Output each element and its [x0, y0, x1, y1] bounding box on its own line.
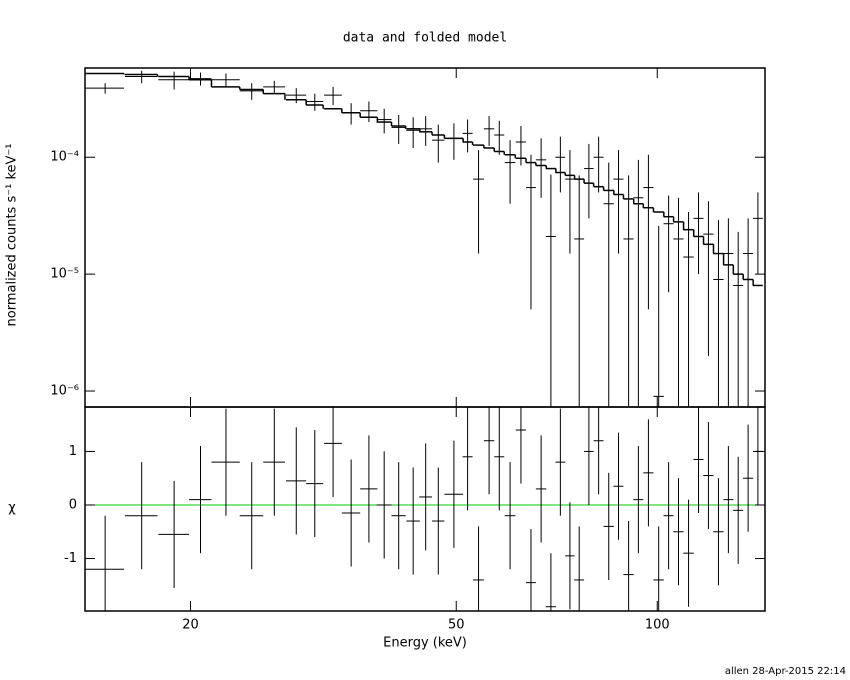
x-tick-label: 50: [448, 618, 465, 633]
y-tick-label: 10⁻⁶: [50, 384, 79, 399]
residual-y-tick-label: 1: [69, 444, 77, 459]
x-tick-label: 20: [182, 618, 199, 633]
residual-y-tick-label: 0: [69, 497, 77, 512]
axes: 20 50 100 10⁻⁶ 10⁻⁵ 10⁻⁴ -1 0 1: [50, 68, 765, 633]
chart-title: data and folded model: [343, 31, 507, 46]
y-tick-label: 10⁻⁵: [50, 267, 79, 282]
top-frame: [84, 67, 766, 408]
footer: allen 28-Apr-2015 22:14: [725, 666, 846, 677]
y-tick-label: 10⁻⁴: [50, 150, 79, 165]
x-tick-label: 100: [645, 618, 670, 633]
y-axis-label: normalized counts s⁻¹ keV⁻¹: [5, 144, 20, 327]
residual-frame: [84, 406, 766, 612]
x-axis-label: Energy (keV): [383, 636, 467, 651]
top-plot: [85, 70, 763, 407]
residual-y-tick-label: -1: [64, 551, 77, 566]
residual-axis-label: χ: [8, 501, 16, 516]
